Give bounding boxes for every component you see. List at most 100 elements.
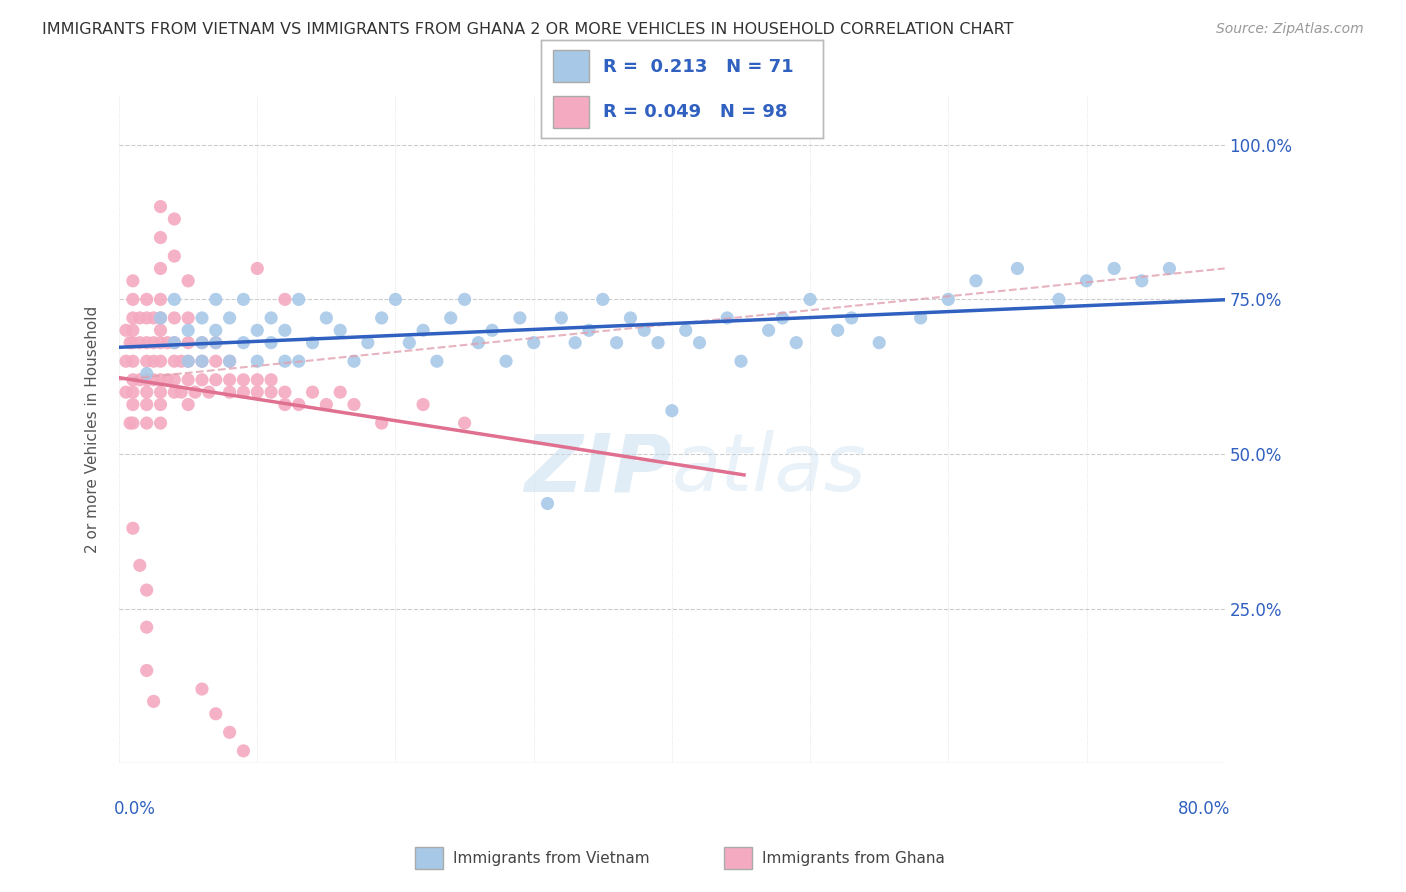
Point	[440, 310, 463, 325]
Point	[965, 274, 987, 288]
Point	[1047, 293, 1070, 307]
Point	[115, 354, 138, 368]
Point	[177, 398, 200, 412]
Point	[163, 373, 186, 387]
Point	[204, 706, 226, 721]
Point	[1130, 274, 1153, 288]
Point	[198, 385, 221, 400]
Point	[163, 211, 186, 226]
Point	[135, 416, 157, 430]
Point	[149, 261, 172, 276]
Point	[191, 354, 214, 368]
Point	[689, 335, 711, 350]
Point	[128, 310, 150, 325]
Point	[177, 354, 200, 368]
Point	[149, 310, 172, 325]
Point	[578, 323, 600, 337]
Point	[509, 310, 531, 325]
Point	[115, 385, 138, 400]
Text: ZIP: ZIP	[524, 430, 672, 508]
Point	[481, 323, 503, 337]
Point	[128, 335, 150, 350]
Point	[149, 335, 172, 350]
Point	[163, 354, 186, 368]
Point	[301, 335, 323, 350]
Point	[619, 310, 641, 325]
Point	[218, 310, 240, 325]
Point	[232, 293, 254, 307]
Point	[730, 354, 752, 368]
FancyBboxPatch shape	[553, 96, 589, 128]
Point	[232, 373, 254, 387]
Point	[204, 293, 226, 307]
Point	[135, 354, 157, 368]
Point	[135, 398, 157, 412]
Point	[592, 293, 614, 307]
Y-axis label: 2 or more Vehicles in Household: 2 or more Vehicles in Household	[86, 306, 100, 553]
Point	[274, 398, 297, 412]
Point	[177, 335, 200, 350]
Point	[1159, 261, 1181, 276]
Point	[149, 310, 172, 325]
Text: Source: ZipAtlas.com: Source: ZipAtlas.com	[1216, 22, 1364, 37]
Point	[191, 681, 214, 696]
Point	[135, 583, 157, 598]
Point	[218, 725, 240, 739]
Point	[218, 385, 240, 400]
Point	[274, 323, 297, 337]
Point	[218, 354, 240, 368]
Point	[149, 398, 172, 412]
Point	[301, 385, 323, 400]
Point	[329, 323, 352, 337]
Point	[936, 293, 959, 307]
Point	[204, 335, 226, 350]
Point	[357, 335, 380, 350]
Point	[142, 694, 165, 708]
Point	[329, 385, 352, 400]
Point	[370, 416, 392, 430]
Point	[467, 335, 489, 350]
Point	[122, 373, 145, 387]
Point	[260, 335, 283, 350]
Point	[135, 385, 157, 400]
Point	[142, 310, 165, 325]
Point	[177, 354, 200, 368]
Point	[191, 335, 214, 350]
Point	[122, 323, 145, 337]
Text: atlas: atlas	[672, 430, 866, 508]
Point	[246, 373, 269, 387]
Text: 0.0%: 0.0%	[114, 800, 156, 818]
Point	[163, 310, 186, 325]
Point	[1076, 274, 1098, 288]
Point	[122, 354, 145, 368]
Point	[1102, 261, 1125, 276]
Point	[149, 385, 172, 400]
Point	[523, 335, 546, 350]
Point	[550, 310, 572, 325]
Point	[128, 373, 150, 387]
Text: R =  0.213   N = 71: R = 0.213 N = 71	[603, 58, 794, 76]
Point	[135, 293, 157, 307]
Point	[191, 373, 214, 387]
Point	[758, 323, 780, 337]
Point	[426, 354, 449, 368]
Point	[772, 310, 794, 325]
Point	[453, 416, 475, 430]
Point	[191, 335, 214, 350]
Point	[135, 335, 157, 350]
Point	[163, 249, 186, 263]
Point	[177, 323, 200, 337]
Point	[564, 335, 586, 350]
Point	[135, 373, 157, 387]
Point	[799, 293, 821, 307]
Point	[315, 398, 337, 412]
Point	[343, 398, 366, 412]
Point	[232, 744, 254, 758]
Point	[274, 354, 297, 368]
Point	[149, 293, 172, 307]
Point	[868, 335, 890, 350]
Point	[841, 310, 863, 325]
Point	[716, 310, 738, 325]
Point	[232, 335, 254, 350]
Point	[343, 354, 366, 368]
